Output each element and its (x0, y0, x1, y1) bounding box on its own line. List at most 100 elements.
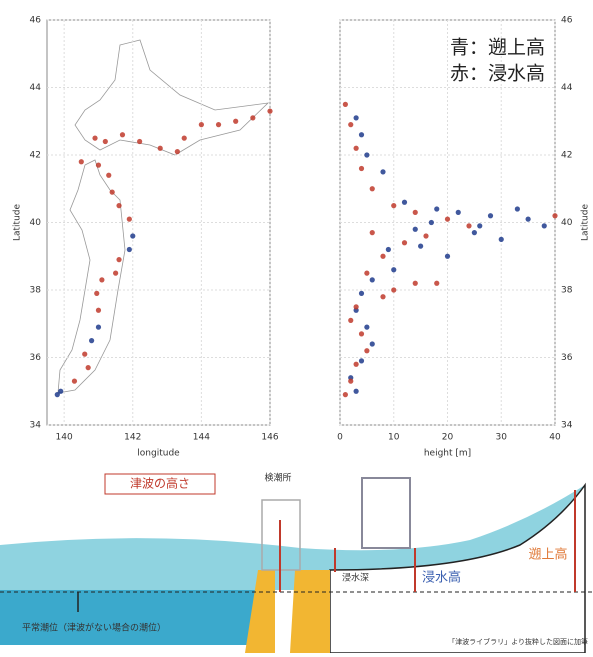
point (370, 230, 375, 235)
point (386, 247, 391, 252)
point (96, 308, 101, 313)
point (413, 281, 418, 286)
point (429, 220, 434, 225)
point (364, 271, 369, 276)
point (370, 341, 375, 346)
y-tick-label: 44 (30, 83, 42, 93)
point (216, 122, 221, 127)
x-tick-label: 146 (261, 433, 278, 443)
point (526, 217, 531, 222)
point (110, 190, 115, 195)
label: 遡上高 (528, 547, 567, 563)
point (413, 210, 418, 215)
point (348, 379, 353, 384)
x-tick-label: 140 (56, 433, 73, 443)
point (127, 217, 132, 222)
y-tick-label: 34 (561, 421, 573, 431)
building (362, 478, 410, 548)
point (199, 122, 204, 127)
point (103, 139, 108, 144)
point (542, 223, 547, 228)
point (233, 119, 238, 124)
point (359, 331, 364, 336)
point (130, 233, 135, 238)
point (391, 203, 396, 208)
point (402, 240, 407, 245)
point (250, 115, 255, 120)
point (477, 223, 482, 228)
x-tick-label: 20 (442, 433, 454, 443)
x-axis-label: longitude (137, 449, 180, 459)
y-tick-label: 40 (30, 218, 42, 228)
point (370, 186, 375, 191)
point (343, 102, 348, 107)
annotation: 赤：浸水高 (450, 63, 545, 85)
point (359, 132, 364, 137)
point (120, 132, 125, 137)
y-axis-label: Latitude (581, 204, 591, 242)
label: 津波の高さ (130, 476, 190, 491)
label: 浸水深 (342, 572, 369, 584)
x-tick-label: 144 (193, 433, 210, 443)
point (391, 267, 396, 272)
point (445, 254, 450, 259)
point (175, 149, 180, 154)
y-tick-label: 46 (30, 16, 42, 26)
point (96, 325, 101, 330)
point (488, 213, 493, 218)
point (499, 237, 504, 242)
point (86, 365, 91, 370)
x-tick-label: 10 (388, 433, 400, 443)
label: 「津波ライブラリ」より抜粋した図面に加筆 (448, 637, 588, 646)
x-tick-label: 0 (337, 433, 343, 443)
label: 浸水高 (422, 570, 461, 586)
point (182, 136, 187, 141)
point (434, 206, 439, 211)
point (113, 271, 118, 276)
point (354, 389, 359, 394)
point (82, 352, 87, 357)
point (79, 159, 84, 164)
diagram: 津波の高さ 検潮所 遡上高 浸水深 浸水高 平常潮位（津波がない場合の潮位） 「… (0, 465, 593, 653)
y-tick-label: 34 (30, 421, 42, 431)
point (348, 318, 353, 323)
point (402, 200, 407, 205)
point (92, 136, 97, 141)
sea (0, 590, 270, 645)
point (354, 115, 359, 120)
point (354, 304, 359, 309)
point (380, 294, 385, 299)
point (359, 291, 364, 296)
point (116, 257, 121, 262)
point (55, 392, 60, 397)
x-tick-label: 40 (549, 433, 561, 443)
point (267, 109, 272, 114)
point (72, 379, 77, 384)
annotation: 青：遡上高 (450, 37, 545, 59)
point (96, 163, 101, 168)
y-tick-label: 36 (30, 353, 42, 363)
point (127, 247, 132, 252)
point (515, 206, 520, 211)
point (380, 254, 385, 259)
point (552, 213, 557, 218)
point (99, 277, 104, 282)
y-tick-label: 44 (561, 83, 573, 93)
point (466, 223, 471, 228)
x-tick-label: 142 (124, 433, 141, 443)
y-tick-label: 42 (30, 151, 41, 161)
y-tick-label: 36 (561, 353, 573, 363)
point (137, 139, 142, 144)
x-axis-label: height [m] (424, 449, 471, 459)
point (434, 281, 439, 286)
figure: 津波の高さ 検潮所 遡上高 浸水深 浸水高 平常潮位（津波がない場合の潮位） 「… (0, 0, 593, 653)
point (364, 325, 369, 330)
point (413, 227, 418, 232)
y-tick-label: 38 (561, 286, 573, 296)
point (89, 338, 94, 343)
point (364, 152, 369, 157)
point (380, 169, 385, 174)
y-tick-label: 38 (30, 286, 42, 296)
point (94, 291, 99, 296)
point (359, 358, 364, 363)
